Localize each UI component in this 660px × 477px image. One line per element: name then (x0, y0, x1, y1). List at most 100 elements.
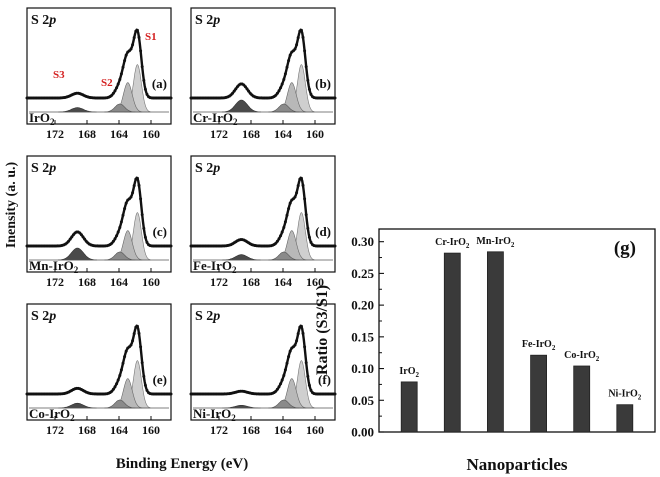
xps-data-point (143, 235, 147, 239)
xps-data-point (275, 239, 279, 243)
xps-data-point (285, 65, 289, 69)
xps-x-tick-label: 164 (274, 423, 292, 437)
xps-data-point (304, 65, 308, 69)
xps-data-point (280, 230, 284, 234)
xps-data-point (303, 49, 307, 53)
bar-iro (400, 381, 418, 433)
bar-cr-iro (443, 252, 461, 433)
xps-data-point (309, 240, 313, 244)
bar-category-label: Co-IrO2 (564, 350, 600, 363)
bar-co-iro (573, 365, 591, 433)
xps-data-point (231, 91, 235, 95)
xps-data-point (123, 207, 127, 211)
xps-data-point (121, 213, 125, 217)
bar-y-tick-label: 0.05 (351, 393, 374, 408)
xps-sample-label: IrO2 (29, 110, 55, 127)
xps-data-point (123, 59, 127, 63)
xps-panel-tag: (d) (315, 224, 331, 239)
bar-category-label: Fe-IrO2 (522, 339, 556, 352)
xps-data-point (333, 96, 337, 100)
xps-data-point (282, 226, 286, 229)
xps-data-point (113, 89, 117, 93)
xps-data-point (296, 332, 300, 336)
xps-data-point (277, 237, 281, 241)
xps-data-point (135, 324, 139, 328)
bar-y-axis-label: Ratio (S3/S1) (314, 285, 331, 375)
xps-data-point (116, 82, 120, 86)
xps-spectrum-line (27, 324, 171, 396)
xps-data-point (307, 235, 311, 239)
xps-data-point (124, 53, 128, 57)
xps-data-point (129, 47, 133, 51)
xps-data-point (245, 87, 249, 91)
xps-sample-label: Co-IrO2 (29, 406, 75, 423)
xps-data-point (303, 197, 307, 201)
xps-x-tick-label: 164 (274, 275, 292, 289)
component-s2-fill (268, 251, 300, 261)
xps-data-point (287, 207, 291, 211)
component-s2-fill (268, 103, 300, 113)
xps-x-tick-label: 172 (210, 127, 228, 141)
xps-data-point (299, 28, 303, 32)
xps-data-point (277, 385, 281, 389)
bar-category-label: Ni-IrO2 (608, 389, 641, 402)
xps-x-tick-label: 168 (242, 275, 260, 289)
xps-data-point (304, 361, 308, 365)
xps-data-point (295, 339, 299, 343)
xps-data-point (139, 49, 143, 53)
bar-plot-frame (378, 228, 656, 433)
bar-y-tick-label: 0.10 (351, 361, 374, 376)
xps-data-point (232, 89, 236, 93)
bar-y-axis: 0.00 0.05 0.10 0.15 0.20 0.25 0.30 (351, 234, 384, 440)
xps-data-point (111, 91, 115, 95)
xps-data-point (275, 387, 279, 391)
xps-data-point (83, 237, 87, 241)
xps-x-tick-label: 168 (78, 127, 96, 141)
component-s3-fill (221, 99, 261, 113)
xps-panel-tag: (f) (318, 372, 331, 387)
xps-panel-title: S 2p (31, 161, 56, 176)
xps-data-point (303, 345, 307, 349)
xps-data-point (140, 213, 144, 217)
xps-data-point (121, 65, 125, 69)
xps-data-point (131, 339, 135, 343)
bar-category-label: Cr-IrO2 (435, 237, 470, 250)
xps-frame (26, 7, 172, 125)
component-s2-fill (268, 399, 300, 409)
xps-data-point (137, 183, 141, 187)
peak-label-s2: S2 (101, 77, 113, 89)
xps-panel-b: 172 168 164 160 S 2p (b) Cr-IrO2 (189, 7, 337, 141)
bar-chart-tag: (g) (614, 238, 636, 259)
bar-mn-iro (486, 251, 504, 433)
xps-panel-title: S 2p (195, 161, 220, 176)
xps-data-point (145, 240, 149, 244)
component-s3-fill (58, 107, 97, 113)
component-s2-fill (104, 251, 136, 261)
shared-x-axis-label: Binding Energy (eV) (116, 456, 249, 472)
xps-x-tick-label: 172 (46, 127, 64, 141)
bar-fe-iro (530, 354, 547, 433)
xps-data-point (135, 176, 139, 180)
xps-x-tick-label: 168 (78, 275, 96, 289)
xps-data-point (285, 361, 289, 365)
xps-data-point (142, 78, 146, 82)
bar-category-label: IrO2 (399, 366, 419, 379)
xps-panel-title: S 2p (31, 309, 56, 324)
xps-data-point (333, 392, 337, 396)
xps-data-point (140, 65, 144, 69)
bar-category-label: Mn-IrO2 (476, 236, 514, 249)
xps-spectrum-line (191, 28, 335, 100)
xps-data-point (306, 226, 310, 230)
xps-data-point (285, 213, 289, 217)
xps-data-point (143, 87, 147, 91)
xps-sample-label: Fe-IrO2 (193, 258, 237, 275)
xps-data-point (119, 368, 123, 372)
bar-y-tick-label: 0.15 (351, 329, 374, 344)
xps-panel-tag: (c) (153, 224, 167, 239)
xps-data-point (115, 382, 119, 386)
xps-data-point (282, 78, 286, 81)
xps-x-tick-label: 160 (306, 127, 324, 141)
xps-x-tick-label: 164 (274, 127, 292, 141)
xps-data-point (283, 72, 287, 76)
xps-panel-tag: (e) (153, 372, 167, 387)
